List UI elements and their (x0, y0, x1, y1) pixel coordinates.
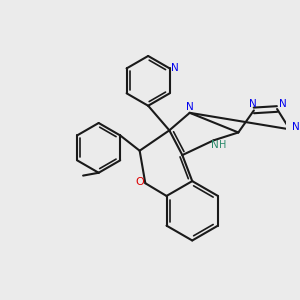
Text: N: N (211, 140, 219, 151)
Text: N: N (279, 99, 287, 109)
Text: N: N (249, 99, 257, 109)
Text: H: H (219, 140, 226, 151)
Text: N: N (292, 122, 300, 132)
Text: O: O (135, 177, 144, 187)
Text: N: N (171, 63, 179, 74)
Text: N: N (186, 102, 194, 112)
